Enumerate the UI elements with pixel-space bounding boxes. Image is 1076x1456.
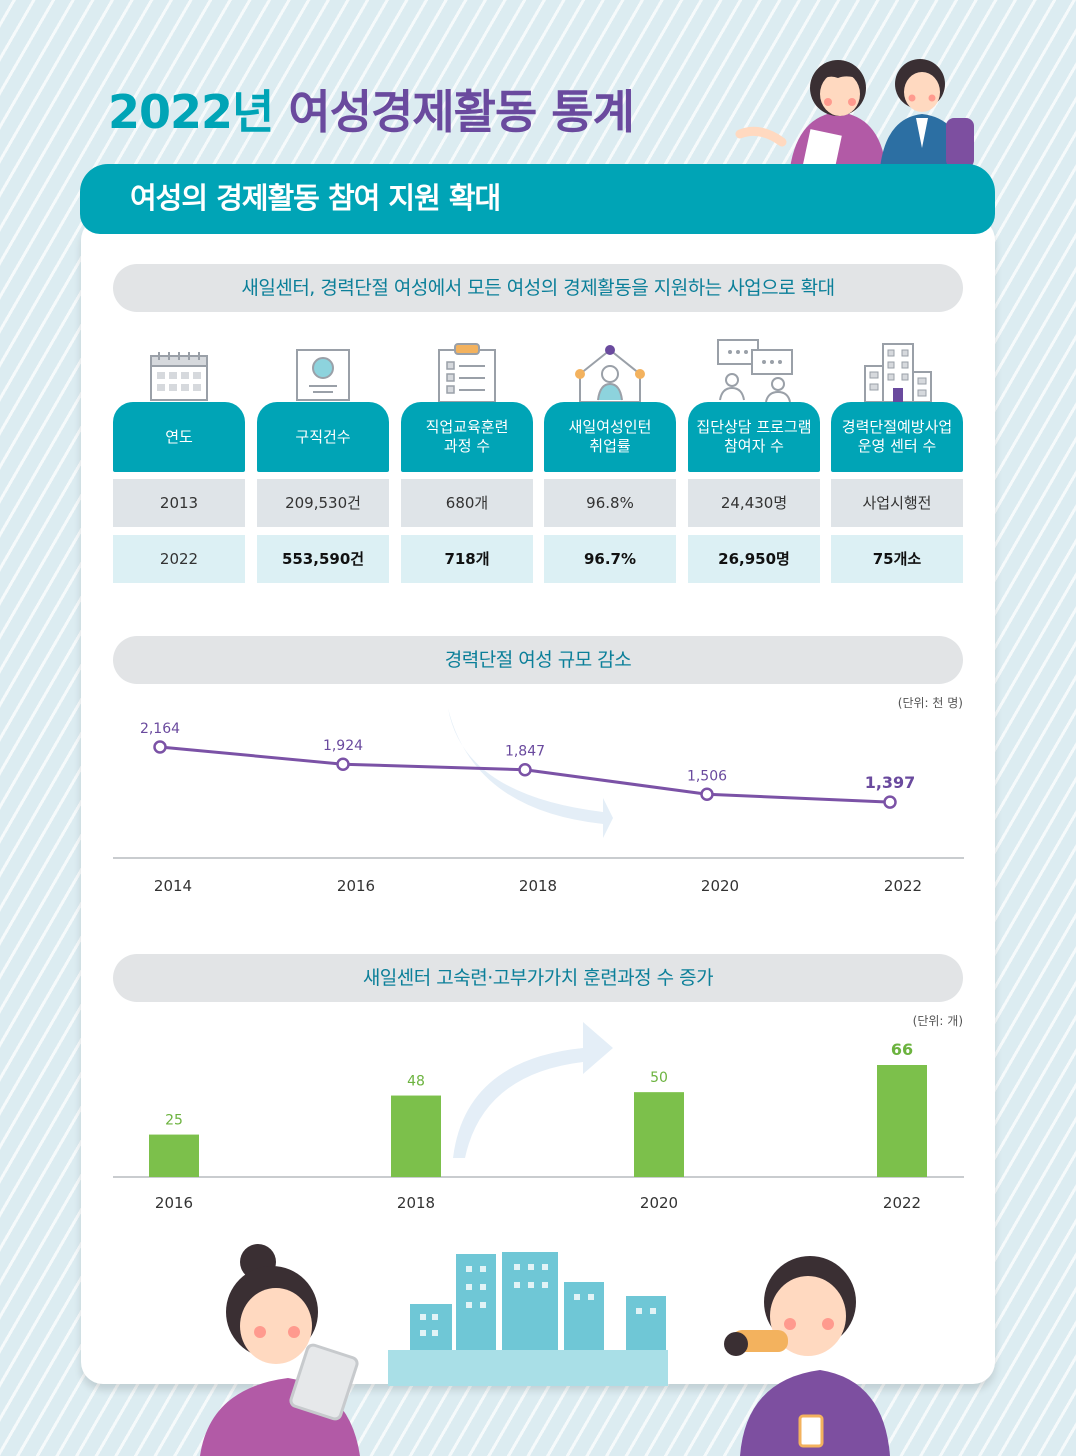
stats-cell-2022-group-counseling: 26,950명 [688,535,820,583]
line-x-tick: 2018 [519,877,557,895]
line-x-tick: 2022 [884,877,922,895]
bar-x-tick: 2018 [397,1194,435,1212]
section1-title: 새일센터, 경력단절 여성에서 모든 여성의 경제활동을 지원하는 사업으로 확… [113,264,963,312]
section2-title: 경력단절 여성 규모 감소 [113,636,963,684]
clipboard-icon [438,343,496,402]
city-buildings-illustration [388,1252,668,1386]
bar [877,1065,927,1177]
woman-tablet-illustration [200,1244,360,1456]
stats-cell-2013-job-applications: 209,530건 [257,479,389,527]
bar-data-label: 50 [650,1070,668,1086]
stats-header-group-counseling: 집단상담 프로그램 참여자 수 [688,402,820,472]
stats-header-job-applications: 구직건수 [257,402,389,472]
bar-x-tick: 2016 [155,1194,193,1212]
stats-cell-2013-training-courses: 680개 [401,479,533,527]
bar [634,1092,684,1177]
line-data-label: 1,924 [323,738,363,754]
woman-binoculars-illustration [724,1256,890,1456]
decorative-arrow-up [453,1022,613,1158]
bar-chart: 25 48 50 66 2016 2018 2020 2022 [113,1022,964,1212]
line-point [518,762,532,777]
line-x-tick: 2016 [337,877,375,895]
stats-table: 연도 2013 2022 구직건수 209,530건 553,590건 직업교육… [113,318,964,588]
calendar-icon [150,352,208,401]
stats-cell-2022-intern-employment: 96.7% [544,535,676,583]
woman-left-illustration [735,60,886,168]
bar-chart-unit: (단위: 개) [912,1014,963,1028]
building-icon [864,343,932,402]
line-x-tick: 2014 [154,877,192,895]
chat-bubbles-icon [717,339,793,402]
stats-cell-2013-prevention-centers: 사업시행전 [831,479,963,527]
bar-data-label: 48 [407,1074,425,1090]
title-main: 여성경제활동 통계 [288,85,635,139]
bar-x-tick: 2020 [640,1194,678,1212]
bar-x-tick: 2022 [883,1194,921,1212]
bar [391,1095,441,1177]
page-title: 2022년 여성경제활동 통계 [108,76,635,142]
person-network-icon [575,345,645,402]
stats-cell-2022-year: 2022 [113,535,245,583]
stats-cell-2022-training-courses: 718개 [401,535,533,583]
line-point [883,795,897,809]
title-year: 2022년 [108,85,274,139]
stats-cell-2022-job-applications: 553,590건 [257,535,389,583]
women-illustration [735,59,974,168]
subtitle-banner: 여성의 경제활동 참여 지원 확대 [80,164,995,234]
bar-data-label: 25 [165,1113,183,1129]
line-data-label: 1,847 [505,744,545,760]
line-x-tick: 2020 [701,877,739,895]
section3-title: 새일센터 고숙련·고부가가치 훈련과정 수 증가 [113,954,963,1002]
line-data-label: 1,506 [687,768,727,784]
woman-right-illustration [880,59,974,168]
resume-icon [296,349,350,401]
stats-cell-2022-prevention-centers: 75개소 [831,535,963,583]
line-data-label: 1,397 [865,773,916,792]
line-point [336,757,350,771]
stats-cell-2013-year: 2013 [113,479,245,527]
line-chart-unit: (단위: 천 명) [897,696,963,710]
bottom-illustration [200,1244,890,1456]
stats-cell-2013-intern-employment: 96.8% [544,479,676,527]
line-chart: 2,164 1,924 1,847 1,506 1,397 2014 2016 2018 20… [113,708,964,895]
stats-header-training-courses: 직업교육훈련 과정 수 [401,402,533,472]
stats-header-prevention-centers: 경력단절예방사업 운영 센터 수 [831,402,963,472]
bar-data-label: 66 [891,1040,913,1059]
line-data-label: 2,164 [140,721,180,737]
bar [149,1134,199,1177]
line-point [153,740,167,754]
stats-header-year: 연도 [113,402,245,472]
stats-cell-2013-group-counseling: 24,430명 [688,479,820,527]
line-point [700,787,714,802]
stats-header-intern-employment: 새일여성인턴 취업률 [544,402,676,472]
